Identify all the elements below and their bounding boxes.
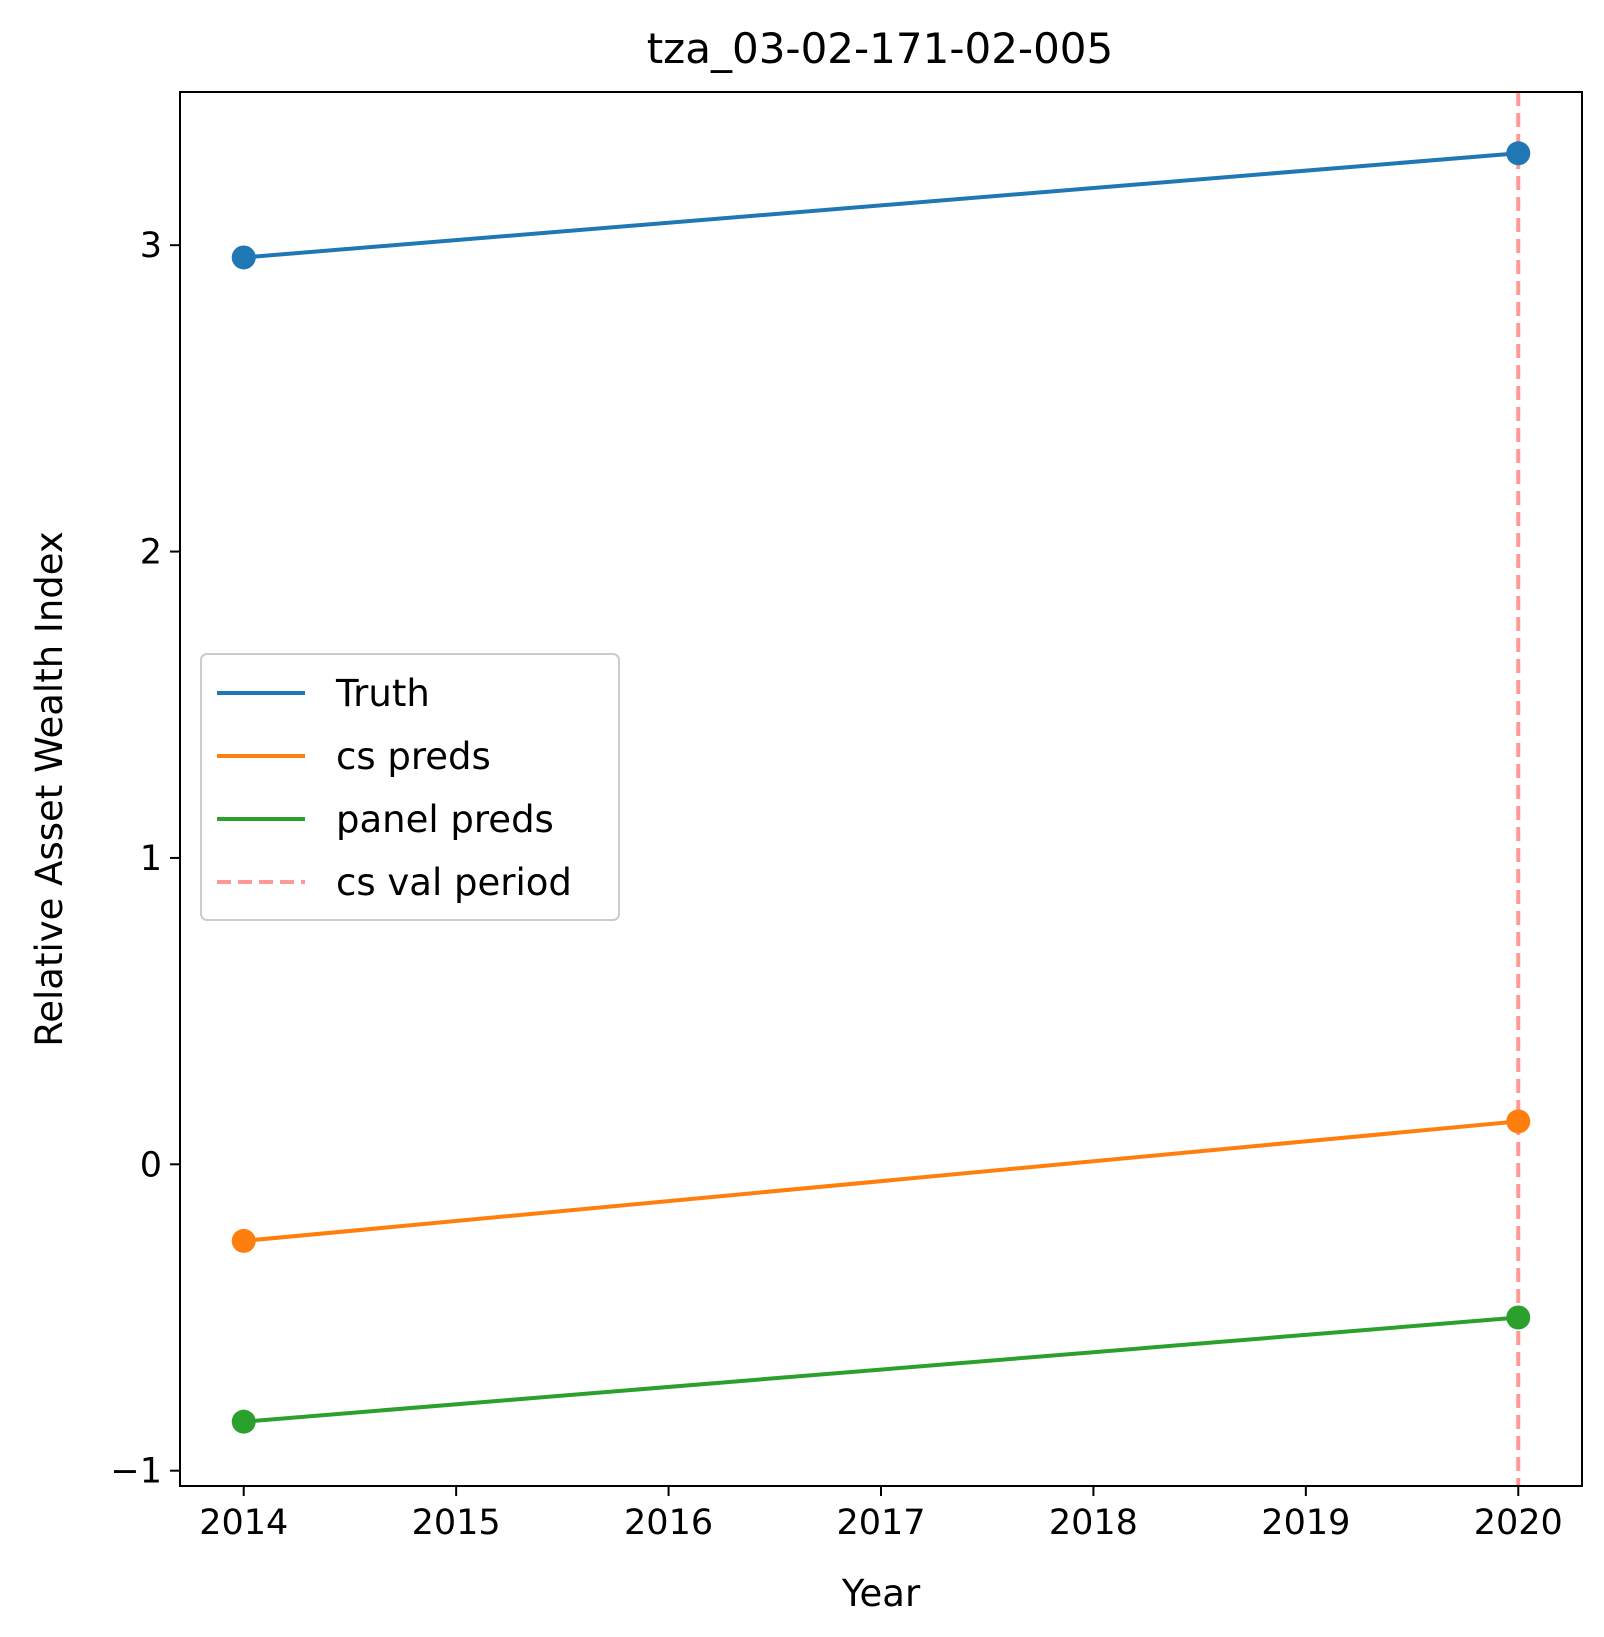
legend: Truth cs preds panel preds cs val period bbox=[200, 653, 620, 921]
x-tick-label-4: 2018 bbox=[1049, 1503, 1138, 1543]
legend-box bbox=[200, 653, 620, 921]
x-axis-ticks: 2014 2015 2016 2017 2018 2019 2020 bbox=[199, 1486, 1563, 1543]
x-tick-label-2: 2016 bbox=[624, 1503, 713, 1543]
series-line-0 bbox=[243, 151, 1519, 260]
legend-label-0: Truth bbox=[335, 672, 430, 715]
data-point-1-1 bbox=[1506, 1109, 1531, 1134]
y-axis-ticks: −1 0 1 2 3 bbox=[110, 226, 180, 1492]
y-tick-label-4: 3 bbox=[140, 226, 162, 266]
y-axis-label: Relative Asset Wealth Index bbox=[28, 531, 71, 1047]
series-lines bbox=[243, 151, 1519, 1424]
legend-label-2: panel preds bbox=[336, 798, 554, 841]
data-point-0-1 bbox=[1506, 141, 1531, 166]
series-points bbox=[231, 141, 1531, 1434]
y-tick-label-2: 1 bbox=[140, 839, 162, 879]
y-tick-label-1: 0 bbox=[140, 1145, 162, 1185]
x-tick-label-0: 2014 bbox=[199, 1503, 288, 1543]
series-line-2 bbox=[243, 1315, 1519, 1424]
legend-label-3: cs val period bbox=[336, 861, 572, 904]
chart-title: tza_03-02-171-02-005 bbox=[647, 24, 1114, 73]
legend-label-1: cs preds bbox=[336, 735, 491, 778]
data-point-0-0 bbox=[231, 245, 256, 270]
x-tick-label-1: 2015 bbox=[412, 1503, 501, 1543]
y-tick-label-0: −1 bbox=[110, 1452, 162, 1492]
y-tick-label-3: 2 bbox=[140, 533, 162, 573]
x-tick-label-3: 2017 bbox=[836, 1503, 925, 1543]
x-axis-label: Year bbox=[841, 1572, 921, 1615]
data-point-2-1 bbox=[1506, 1305, 1531, 1330]
x-tick-label-5: 2019 bbox=[1261, 1503, 1350, 1543]
series-line-1 bbox=[243, 1119, 1519, 1243]
data-point-1-0 bbox=[231, 1228, 256, 1253]
x-tick-label-6: 2020 bbox=[1474, 1503, 1563, 1543]
data-point-2-0 bbox=[231, 1409, 256, 1434]
